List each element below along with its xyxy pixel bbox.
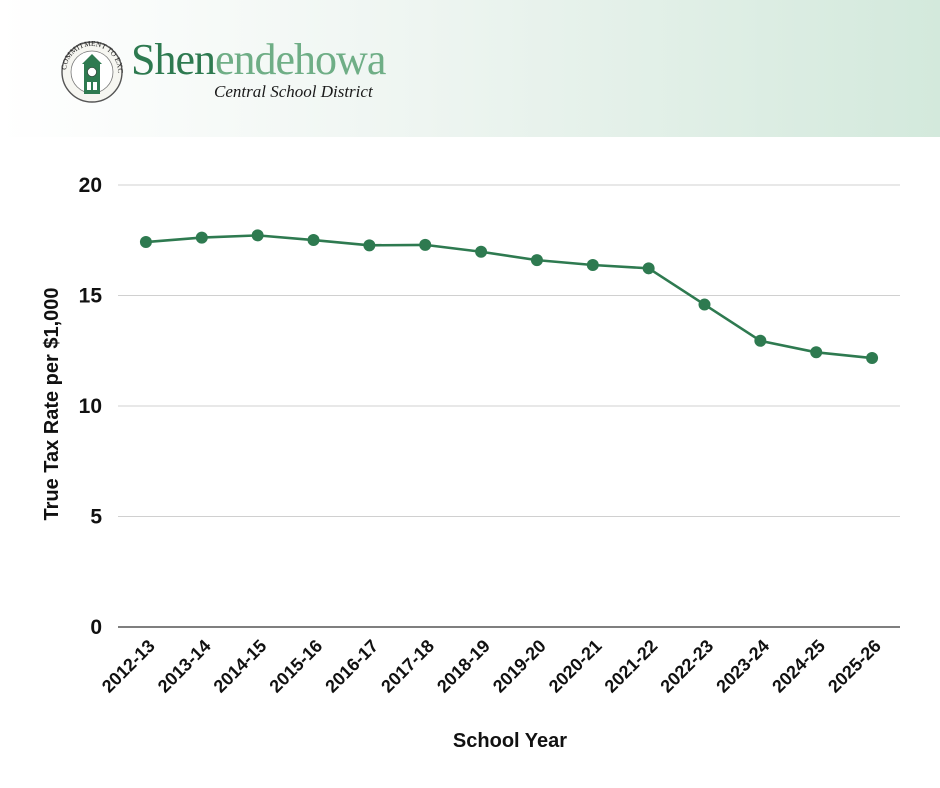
data-point bbox=[586, 259, 599, 272]
x-tick-label: 2017-18 bbox=[377, 636, 438, 697]
series-line bbox=[145, 234, 873, 360]
x-tick-label: 2020-21 bbox=[545, 636, 606, 697]
district-logo: COMMITMENT TO EXCELLENCE Shenendehowa Ce… bbox=[53, 33, 386, 104]
data-point bbox=[363, 239, 376, 252]
brand-subtitle: Central School District bbox=[214, 82, 373, 101]
x-axis-title: School Year bbox=[453, 730, 567, 752]
data-point bbox=[251, 229, 264, 242]
y-tick-label: 20 bbox=[79, 174, 102, 197]
x-tick-label: 2012-13 bbox=[98, 636, 159, 697]
x-tick-label: 2022-23 bbox=[656, 636, 717, 697]
x-tick-label: 2025-26 bbox=[824, 636, 885, 697]
data-point bbox=[195, 231, 208, 244]
data-point bbox=[698, 298, 711, 311]
y-tick-label: 0 bbox=[90, 616, 102, 639]
x-axis-ticks: 2012-132013-142014-152015-162016-172017-… bbox=[98, 636, 885, 697]
header-banner: COMMITMENT TO EXCELLENCE Shenendehowa Ce… bbox=[0, 0, 940, 137]
data-point bbox=[307, 234, 320, 247]
x-tick-label: 2015-16 bbox=[265, 636, 326, 697]
y-tick-label: 15 bbox=[79, 285, 103, 308]
data-point bbox=[475, 245, 488, 258]
x-tick-label: 2019-20 bbox=[489, 636, 550, 697]
x-tick-label: 2021-22 bbox=[601, 636, 662, 697]
y-tick-label: 10 bbox=[79, 395, 102, 418]
data-point bbox=[866, 352, 879, 365]
data-point bbox=[530, 254, 543, 267]
data-point bbox=[419, 238, 432, 251]
clock-tower-seal-icon: COMMITMENT TO EXCELLENCE bbox=[53, 33, 125, 103]
x-tick-label: 2016-17 bbox=[321, 636, 382, 697]
y-axis-title: True Tax Rate per $1,000 bbox=[41, 287, 63, 520]
data-point bbox=[754, 334, 767, 347]
x-tick-label: 2018-19 bbox=[433, 636, 494, 697]
gridlines bbox=[118, 184, 900, 628]
y-tick-label: 5 bbox=[90, 506, 102, 529]
x-tick-label: 2023-24 bbox=[712, 636, 773, 697]
x-tick-label: 2024-25 bbox=[768, 636, 829, 697]
data-point bbox=[810, 346, 823, 359]
brand-name: Shenendehowa bbox=[131, 35, 386, 84]
series-layer bbox=[139, 229, 879, 365]
data-point bbox=[139, 236, 152, 249]
x-tick-label: 2013-14 bbox=[154, 636, 215, 697]
data-point bbox=[642, 262, 655, 275]
x-tick-label: 2014-15 bbox=[210, 636, 271, 697]
y-axis-ticks: 0 5 10 15 20 bbox=[79, 174, 103, 639]
